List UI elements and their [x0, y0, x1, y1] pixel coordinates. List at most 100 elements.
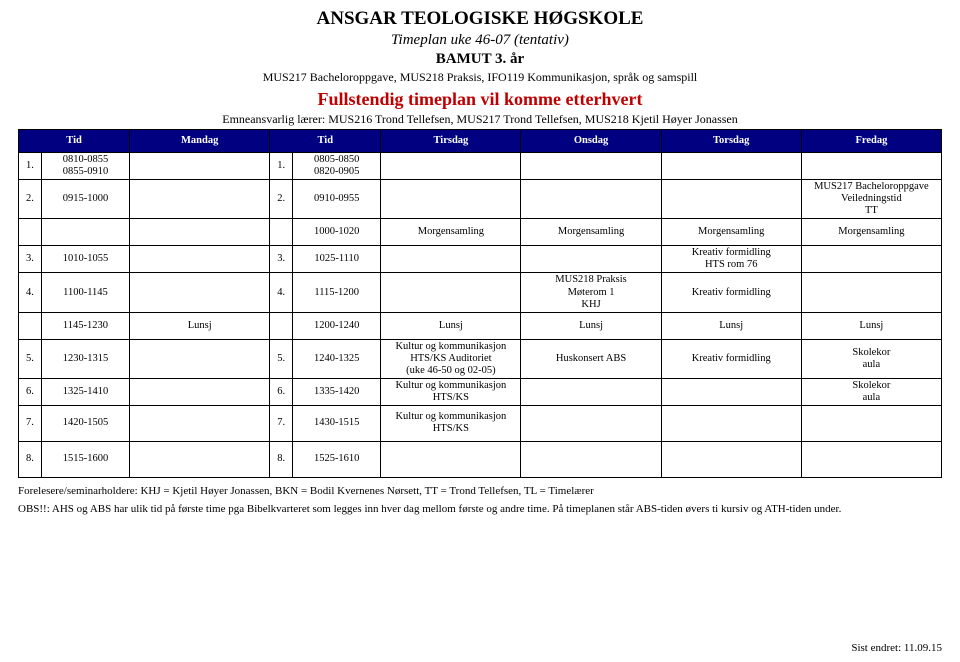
cell: Skolekoraula: [801, 339, 941, 378]
cell: Morgensamling: [661, 219, 801, 246]
cell: 1325-1410: [41, 378, 129, 405]
cell: 1145-1230: [41, 312, 129, 339]
table-row: 4. 1100-1145 4. 1115-1200 MUS218 Praksis…: [19, 273, 942, 312]
cell: 7.: [270, 405, 293, 441]
cell: 1240-1325: [293, 339, 381, 378]
cell: [130, 339, 270, 378]
cell: 3.: [270, 246, 293, 273]
table-row: 6. 1325-1410 6. 1335-1420 Kultur og komm…: [19, 378, 942, 405]
cell: [801, 405, 941, 441]
cell: [801, 153, 941, 180]
cell: MUS218 PraksisMøterom 1KHJ: [521, 273, 661, 312]
cell: [381, 273, 521, 312]
obs-note: OBS!!: AHS og ABS har ulik tid på første…: [18, 502, 942, 516]
school-name: ANSGAR TEOLOGISKE HØGSKOLE: [18, 8, 942, 30]
cell: 1335-1420: [293, 378, 381, 405]
cell: [19, 312, 42, 339]
timetable: Tid Mandag Tid Tirsdag Onsdag Torsdag Fr…: [18, 129, 942, 478]
cell: [521, 246, 661, 273]
cell: 2.: [270, 180, 293, 219]
cell: 0810-08550855-0910: [41, 153, 129, 180]
cell: 8.: [19, 441, 42, 477]
cell: [130, 153, 270, 180]
cell: 1025-1110: [293, 246, 381, 273]
cell: 3.: [19, 246, 42, 273]
cell: 1420-1505: [41, 405, 129, 441]
cell: [521, 153, 661, 180]
cell: [381, 441, 521, 477]
table-row: 8. 1515-1600 8. 1525-1610: [19, 441, 942, 477]
cell: [801, 441, 941, 477]
cell: Kultur og kommunikasjonHTS/KS: [381, 378, 521, 405]
col-tid-1: Tid: [19, 130, 130, 153]
cell: 0805-08500820-0905: [293, 153, 381, 180]
cell: 1515-1600: [41, 441, 129, 477]
cell: 1010-1055: [41, 246, 129, 273]
cell: [801, 273, 941, 312]
cell: Lunsj: [801, 312, 941, 339]
cell: [521, 441, 661, 477]
cell: Lunsj: [381, 312, 521, 339]
cell: 1525-1610: [293, 441, 381, 477]
table-row: 1145-1230 Lunsj 1200-1240 Lunsj Lunsj Lu…: [19, 312, 942, 339]
cell: Morgensamling: [381, 219, 521, 246]
cell: 6.: [19, 378, 42, 405]
cell: [381, 153, 521, 180]
notice: Fullstendig timeplan vil komme etterhver…: [18, 89, 942, 110]
cell: Kreativ formidling: [661, 339, 801, 378]
cell: 1.: [19, 153, 42, 180]
table-row: 2. 0915-1000 2. 0910-0955 MUS217 Bachelo…: [19, 180, 942, 219]
cell: [130, 441, 270, 477]
cell: Kreativ formidlingHTS rom 76: [661, 246, 801, 273]
cell: 2.: [19, 180, 42, 219]
col-wed: Onsdag: [521, 130, 661, 153]
table-row: 1. 0810-08550855-0910 1. 0805-08500820-0…: [19, 153, 942, 180]
cell: 1000-1020: [293, 219, 381, 246]
cell: 7.: [19, 405, 42, 441]
cell: [130, 378, 270, 405]
timetable-body: 1. 0810-08550855-0910 1. 0805-08500820-0…: [19, 153, 942, 478]
col-mon: Mandag: [130, 130, 270, 153]
cell: [130, 246, 270, 273]
col-tue: Tirsdag: [381, 130, 521, 153]
cell: [661, 441, 801, 477]
cell: 0915-1000: [41, 180, 129, 219]
footnotes: Forelesere/seminarholdere: KHJ = Kjetil …: [18, 484, 942, 517]
cell: MUS217 BacheloroppgaveVeiledningstidTT: [801, 180, 941, 219]
cell: Huskonsert ABS: [521, 339, 661, 378]
cell: [270, 219, 293, 246]
cell: Morgensamling: [521, 219, 661, 246]
cell: [661, 378, 801, 405]
cell: 8.: [270, 441, 293, 477]
cell: 1115-1200: [293, 273, 381, 312]
cell: Lunsj: [130, 312, 270, 339]
table-row: 7. 1420-1505 7. 1430-1515 Kultur og komm…: [19, 405, 942, 441]
cell: [41, 219, 129, 246]
cell: Lunsj: [521, 312, 661, 339]
table-row: 5. 1230-1315 5. 1240-1325 Kultur og komm…: [19, 339, 942, 378]
week-plan: Timeplan uke 46-07 (tentativ): [18, 32, 942, 49]
cell: [661, 153, 801, 180]
lecturers-key: Forelesere/seminarholdere: KHJ = Kjetil …: [18, 484, 942, 498]
cell: 6.: [270, 378, 293, 405]
cell: [130, 273, 270, 312]
cell: 1100-1145: [41, 273, 129, 312]
table-row: 3. 1010-1055 3. 1025-1110 Kreativ formid…: [19, 246, 942, 273]
cell: Skolekoraula: [801, 378, 941, 405]
cell: 5.: [19, 339, 42, 378]
last-modified: Sist endret: 11.09.15: [851, 642, 942, 654]
cell: [270, 312, 293, 339]
cell: 4.: [19, 273, 42, 312]
cell: Lunsj: [661, 312, 801, 339]
cell: 1430-1515: [293, 405, 381, 441]
cell: [521, 180, 661, 219]
cell: Morgensamling: [801, 219, 941, 246]
cell: Kultur og kommunikasjonHTS/KS: [381, 405, 521, 441]
cell: Kreativ formidling: [661, 273, 801, 312]
cell: [521, 378, 661, 405]
cell: 5.: [270, 339, 293, 378]
cell: [661, 405, 801, 441]
cell: [130, 180, 270, 219]
cell: 1.: [270, 153, 293, 180]
col-fri: Fredag: [801, 130, 941, 153]
